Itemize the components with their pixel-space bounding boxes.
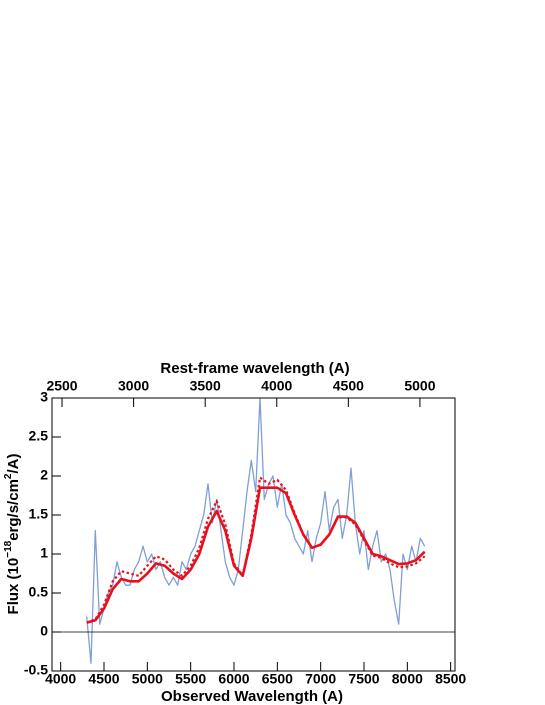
x-tick-label: 7000 xyxy=(305,671,336,687)
y-title-sup: 2 xyxy=(3,473,14,479)
top-tick-label: 3500 xyxy=(190,378,221,394)
top-axis-title: Rest-frame wavelength (A) xyxy=(160,360,349,377)
y-tick-label: 1 xyxy=(40,545,48,561)
y-title-part: /A) xyxy=(5,454,22,474)
x-tick-label: 5000 xyxy=(132,671,163,687)
x-tick-label: 8500 xyxy=(435,671,466,687)
x-axis-title: Observed Wavelength (A) xyxy=(161,688,343,705)
spectrum-line xyxy=(86,486,426,624)
spectrum-line xyxy=(86,476,426,624)
y-title-part: erg/s/cm xyxy=(5,479,22,541)
y-tick-label: 3 xyxy=(40,389,48,405)
y-tick-label: 0 xyxy=(40,623,48,639)
x-tick-label: 6500 xyxy=(262,671,293,687)
x-tick-label: 8000 xyxy=(392,671,423,687)
top-tick-label: 4000 xyxy=(261,378,292,394)
y-tick-label: 0.5 xyxy=(29,584,49,600)
x-tick-label: 6000 xyxy=(218,671,249,687)
x-tick-label: 7500 xyxy=(348,671,379,687)
y-title-part: Flux (10 xyxy=(5,558,22,615)
x-tick-label: 4000 xyxy=(45,671,76,687)
top-tick-label: 4500 xyxy=(333,378,364,394)
spectrum-line xyxy=(86,397,426,664)
y-tick-label: 1.5 xyxy=(29,506,49,522)
top-tick-label: 2500 xyxy=(46,378,77,394)
y-title-sup: −18 xyxy=(3,540,14,557)
top-tick-label: 3000 xyxy=(118,378,149,394)
top-tick-label: 5000 xyxy=(404,378,435,394)
x-tick-label: 5500 xyxy=(175,671,206,687)
y-tick-label: 2 xyxy=(40,467,48,483)
x-tick-label: 4500 xyxy=(88,671,119,687)
y-axis-title: Flux (10−18erg/s/cm2/A) xyxy=(3,454,22,615)
y-tick-label: 2.5 xyxy=(29,428,49,444)
plot-frame xyxy=(51,397,456,672)
y-tick-label: -0.5 xyxy=(24,662,48,678)
